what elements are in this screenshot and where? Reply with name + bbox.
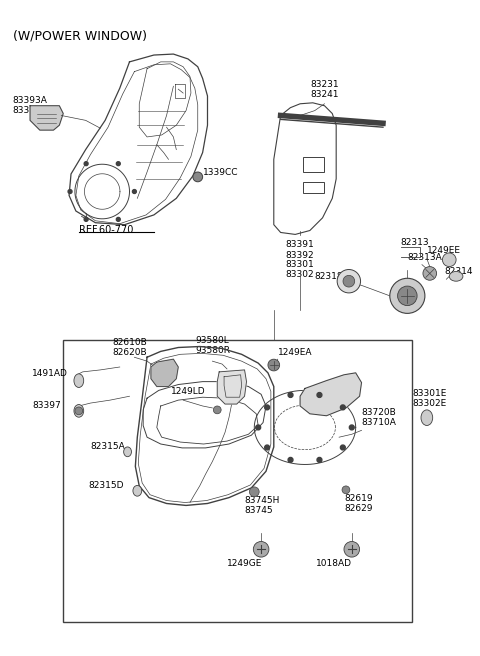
Polygon shape	[30, 106, 63, 130]
Circle shape	[443, 253, 456, 266]
Polygon shape	[151, 359, 178, 386]
Circle shape	[317, 457, 322, 462]
Circle shape	[390, 278, 425, 314]
Circle shape	[250, 487, 259, 497]
Text: 82619
82629: 82619 82629	[344, 494, 372, 513]
Circle shape	[268, 359, 280, 371]
Text: 83393A
83394A: 83393A 83394A	[12, 96, 48, 115]
Text: 83720B
83710A: 83720B 83710A	[361, 408, 396, 428]
Text: 1249EE: 1249EE	[427, 246, 461, 255]
Text: (W/POWER WINDOW): (W/POWER WINDOW)	[12, 30, 146, 43]
Text: REF.60-770: REF.60-770	[79, 224, 133, 235]
Circle shape	[116, 217, 120, 221]
Text: 1018AD: 1018AD	[316, 559, 352, 568]
Text: 1249GE: 1249GE	[227, 559, 262, 568]
Text: 82313A: 82313A	[408, 253, 442, 262]
Circle shape	[116, 162, 120, 165]
Circle shape	[84, 217, 88, 221]
Text: 82314: 82314	[444, 267, 473, 276]
Text: 1339CC: 1339CC	[203, 167, 238, 176]
Circle shape	[253, 541, 269, 557]
Circle shape	[337, 270, 360, 293]
Text: 83397: 83397	[32, 401, 61, 411]
Circle shape	[288, 457, 293, 462]
Circle shape	[342, 486, 350, 494]
Ellipse shape	[421, 410, 432, 426]
Text: 83391
83392: 83391 83392	[286, 240, 314, 260]
Polygon shape	[217, 370, 247, 404]
Circle shape	[340, 405, 345, 410]
Ellipse shape	[74, 405, 84, 417]
Ellipse shape	[74, 374, 84, 388]
Circle shape	[75, 407, 83, 415]
Text: 1249EA: 1249EA	[278, 348, 312, 358]
Circle shape	[288, 392, 293, 398]
Text: 82315A: 82315A	[91, 442, 125, 451]
Bar	[303, 157, 324, 172]
Circle shape	[343, 276, 355, 287]
Text: 83301E
83302E: 83301E 83302E	[412, 388, 446, 408]
Text: 82315D: 82315D	[89, 482, 124, 491]
Text: 93580L
93580R: 93580L 93580R	[196, 336, 231, 356]
Polygon shape	[300, 373, 361, 416]
Circle shape	[193, 172, 203, 182]
Text: 82610B
82620B: 82610B 82620B	[112, 338, 147, 358]
Circle shape	[68, 190, 72, 194]
Ellipse shape	[133, 485, 142, 496]
Text: 1249LD: 1249LD	[170, 387, 205, 396]
Circle shape	[423, 266, 437, 280]
Text: 83301
83302: 83301 83302	[286, 260, 314, 279]
Circle shape	[264, 405, 270, 410]
Circle shape	[256, 425, 261, 430]
Circle shape	[340, 445, 345, 450]
Circle shape	[349, 425, 354, 430]
Text: 82313: 82313	[400, 238, 429, 247]
Bar	[303, 182, 324, 194]
Text: 1491AD: 1491AD	[32, 369, 68, 379]
Ellipse shape	[449, 272, 463, 281]
Bar	[63, 340, 412, 623]
Text: 83745H
83745: 83745H 83745	[244, 496, 280, 515]
Circle shape	[397, 286, 417, 306]
Circle shape	[264, 445, 270, 450]
Circle shape	[344, 541, 360, 557]
Ellipse shape	[124, 447, 132, 457]
Text: 82318D: 82318D	[315, 272, 350, 281]
Circle shape	[213, 406, 221, 414]
Circle shape	[84, 162, 88, 165]
Circle shape	[317, 392, 322, 398]
Text: 83231
83241: 83231 83241	[310, 79, 339, 99]
Circle shape	[132, 190, 136, 194]
